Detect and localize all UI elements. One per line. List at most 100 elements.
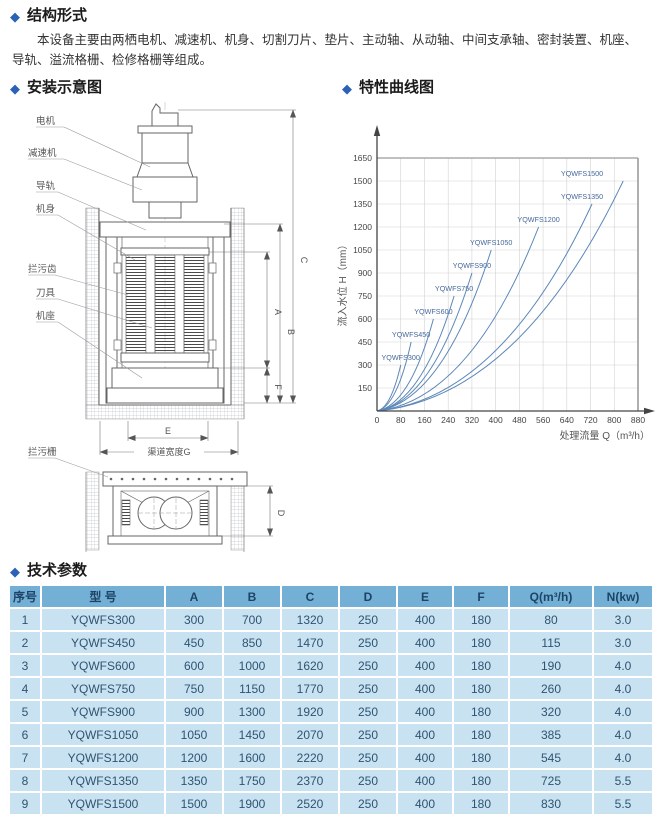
curve-label: YQWFS600 <box>414 307 452 316</box>
curve-title: 特性曲线图 <box>359 79 435 96</box>
table-cell: 900 <box>166 701 222 722</box>
table-cell: 4.0 <box>594 678 652 699</box>
table-cell: 2 <box>10 632 40 653</box>
curve-YQWFS900 <box>376 272 473 412</box>
table-cell: 2220 <box>282 747 338 768</box>
table-row: 7 YQWFS1200 1200 1600 2220 250 400 180 545 4.0 <box>10 747 652 768</box>
table-cell: 250 <box>340 632 396 653</box>
column-header: 型 号 <box>42 586 164 607</box>
table-cell: 180 <box>454 678 508 699</box>
table-cell: 400 <box>398 701 452 722</box>
table-cell: 1900 <box>224 793 280 814</box>
table-row: 8 YQWFS1350 1350 1750 2370 250 400 180 725 5.5 <box>10 770 652 791</box>
table-cell: 250 <box>340 678 396 699</box>
y-tick-label: 750 <box>358 291 372 301</box>
column-header: F <box>454 586 508 607</box>
table-cell: 1770 <box>282 678 338 699</box>
table-cell: 80 <box>510 609 592 630</box>
dim-B-label: B <box>286 329 296 335</box>
column-header: D <box>340 586 396 607</box>
table-row: 5 YQWFS900 900 1300 1920 250 400 180 320 4.0 <box>10 701 652 722</box>
label-base: 机座 <box>36 310 56 322</box>
table-cell: 5.5 <box>594 770 652 791</box>
table-cell: 180 <box>454 793 508 814</box>
dim-A-label: A <box>273 309 283 315</box>
x-axis-arrow-icon <box>644 407 655 415</box>
x-tick-label: 880 <box>631 415 645 425</box>
table-cell: 400 <box>398 632 452 653</box>
table-cell: 600 <box>166 655 222 676</box>
table-cell: 5 <box>10 701 40 722</box>
table-cell: 850 <box>224 632 280 653</box>
y-tick-label: 1500 <box>353 176 372 186</box>
characteristic-curve-chart: YQWFS300 YQWFS450 YQWFS600 YQWFS750 YQWFS900… <box>336 125 655 442</box>
table-cell: YQWFS450 <box>42 632 164 653</box>
x-tick-label: 320 <box>465 415 479 425</box>
column-header: E <box>398 586 452 607</box>
technical-parameters-table: 序号型 号 A B C D E F Q(m³/h) N(kw) 1 YQWFS300 300 700 1… <box>8 584 654 816</box>
table-cell: 9 <box>10 793 40 814</box>
y-tick-label: 1650 <box>353 153 372 163</box>
x-tick-label: 240 <box>441 415 455 425</box>
label-motor: 电机 <box>36 115 56 127</box>
install-title: 安装示意图 <box>27 79 103 96</box>
curve-label: YQWFS300 <box>382 353 420 362</box>
table-cell: 1150 <box>224 678 280 699</box>
table-cell: 3 <box>10 655 40 676</box>
table-cell: 1470 <box>282 632 338 653</box>
dim-C-label: C <box>299 257 309 264</box>
table-cell: 8 <box>10 770 40 791</box>
x-tick-label: 720 <box>583 415 597 425</box>
curve-label: YQWFS900 <box>453 261 491 270</box>
table-cell: 7 <box>10 747 40 768</box>
y-axis-arrow-icon <box>373 125 381 136</box>
params-title: 技术参数 <box>27 562 88 579</box>
diamond-icon: ◆ <box>342 80 352 96</box>
table-cell: 4.0 <box>594 701 652 722</box>
intro-paragraph: 本设备主要由两栖电机、减速机、机身、切割刀片、垫片、主动轴、从动轴、中间支承轴、… <box>12 33 638 67</box>
table-cell: 3.0 <box>594 609 652 630</box>
table-cell: 450 <box>166 632 222 653</box>
curve-YQWFS1500 <box>376 180 624 412</box>
table-cell: 4.0 <box>594 655 652 676</box>
table-cell: YQWFS750 <box>42 678 164 699</box>
curve-label: YQWFS1500 <box>561 169 603 178</box>
table-cell: 1050 <box>166 724 222 745</box>
table-row: 6 YQWFS1050 1050 1450 2070 250 400 180 385 4.0 <box>10 724 652 745</box>
table-cell: 190 <box>510 655 592 676</box>
table-cell: 250 <box>340 701 396 722</box>
column-header: C <box>282 586 338 607</box>
table-cell: 4 <box>10 678 40 699</box>
x-tick-label: 80 <box>396 415 406 425</box>
table-cell: 700 <box>224 609 280 630</box>
y-axis-title: 流入水位 H（mm） <box>336 240 349 327</box>
table-cell: 400 <box>398 655 452 676</box>
label-trash-rack: 拦污栅 <box>28 446 57 458</box>
table-cell: 2370 <box>282 770 338 791</box>
table-row: 2 YQWFS450 450 850 1470 250 400 180 115 3.0 <box>10 632 652 653</box>
y-tick-label: 450 <box>358 337 372 347</box>
table-cell: 1920 <box>282 701 338 722</box>
table-row: 9 YQWFS1500 1500 1900 2520 250 400 180 830 5.5 <box>10 793 652 814</box>
table-cell: 1600 <box>224 747 280 768</box>
table-cell: YQWFS1350 <box>42 770 164 791</box>
dim-D-label: D <box>276 510 286 517</box>
y-tick-label: 900 <box>358 268 372 278</box>
table-cell: 385 <box>510 724 592 745</box>
dim-E-label: E <box>165 426 171 436</box>
table-cell: 400 <box>398 609 452 630</box>
table-cell: 4.0 <box>594 724 652 745</box>
installation-diagram: C B A F E 渠道宽度G <box>28 102 309 552</box>
table-cell: 2070 <box>282 724 338 745</box>
column-header: N(kw) <box>594 586 652 607</box>
label-body: 机身 <box>36 203 55 215</box>
label-guide-rail: 导轨 <box>36 180 56 192</box>
install-section-heading: ◆ 安装示意图 <box>0 72 332 97</box>
table-row: 4 YQWFS750 750 1150 1770 250 400 180 260 4.0 <box>10 678 652 699</box>
table-row: 1 YQWFS300 300 700 1320 250 400 180 80 3.0 <box>10 609 652 630</box>
table-cell: 180 <box>454 632 508 653</box>
table-cell: 400 <box>398 678 452 699</box>
table-cell: 250 <box>340 770 396 791</box>
curve-label: YQWFS1050 <box>470 238 512 247</box>
table-cell: 750 <box>166 678 222 699</box>
